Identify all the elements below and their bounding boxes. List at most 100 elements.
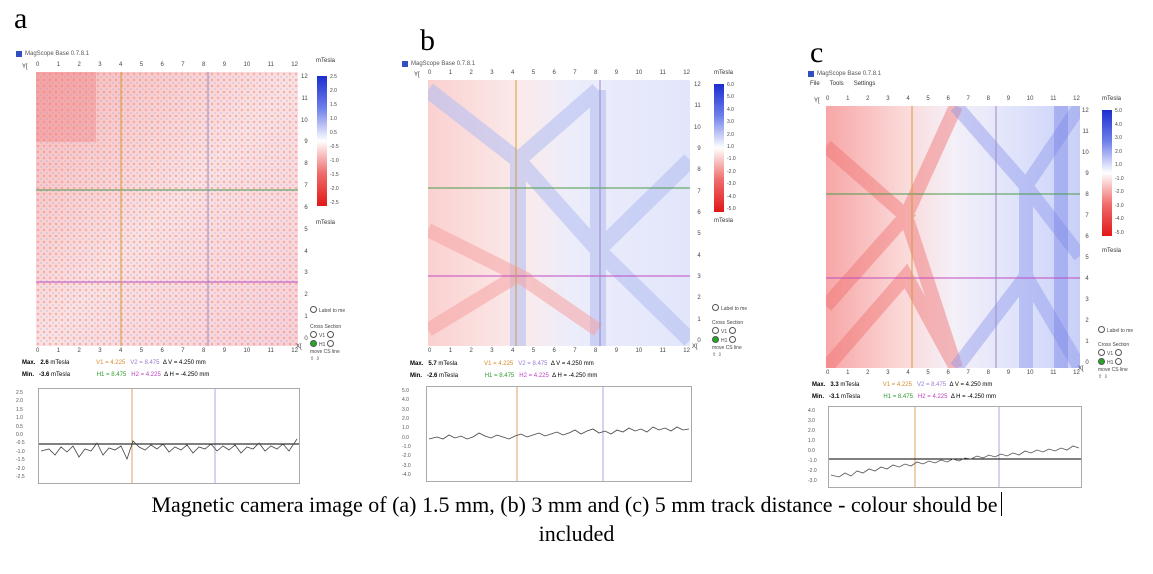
tick: 3 (98, 348, 102, 354)
tick: 2 (304, 292, 308, 299)
tick: 3 (886, 370, 890, 376)
min-value: -2.6 (427, 373, 438, 379)
magnetic-field-map[interactable] (428, 80, 690, 346)
tick: 4 (119, 62, 123, 68)
radio-v1[interactable] (310, 331, 317, 338)
min-value: -3.6 (39, 372, 50, 378)
max-value: 3.3 (830, 382, 839, 388)
magnetic-field-map[interactable] (36, 72, 298, 346)
tick: 9 (1006, 370, 1011, 376)
tick: 6 (160, 62, 164, 68)
max-unit: mTesla (438, 361, 458, 367)
tick: 4 (1085, 276, 1089, 282)
radio-h1[interactable] (712, 336, 719, 343)
tick: 4 (304, 248, 308, 255)
cb-value: 2.0 (727, 131, 734, 138)
tick: 6 (946, 370, 950, 376)
figure-caption: Magnetic camera image of (a) 1.5 mm, (b)… (0, 490, 1153, 548)
radio-v1[interactable] (1098, 349, 1105, 356)
tick: 1 (448, 348, 453, 354)
tick: 12 (1073, 96, 1080, 102)
label-to-me[interactable]: Label to me (712, 304, 747, 313)
tick: 3 (490, 348, 494, 354)
dv-unit: mm (195, 360, 206, 366)
cb-value: -5.0 (727, 205, 736, 212)
app-icon (16, 51, 22, 57)
tick: 8 (594, 348, 598, 354)
tick: 6 (946, 96, 950, 102)
top-ticks: 0 1 2 3 4 5 6 7 8 9 10 11 12 (36, 62, 298, 68)
cb-value: 1.5 (330, 102, 337, 108)
label-checkbox[interactable] (310, 306, 317, 313)
radio-h1-label: H1 (319, 342, 326, 348)
radio-h2[interactable] (326, 340, 334, 347)
radio-h2[interactable] (1114, 358, 1122, 365)
menu-tools[interactable]: Tools (829, 81, 844, 87)
radio-h1[interactable] (1098, 358, 1105, 365)
label-checkbox[interactable] (1098, 326, 1105, 333)
tick: 5 (926, 370, 930, 376)
cross-section-profile[interactable] (426, 386, 692, 482)
v2-value: V2 = 8.475 (518, 361, 548, 367)
tick: 11 (267, 62, 274, 68)
label-checkbox[interactable] (712, 304, 719, 311)
profile-tick: 1.5 (16, 406, 23, 413)
dh-value: Δ H = -4.250 mm (164, 372, 210, 378)
app-title: MagScope Base 0.7.8.1 (25, 51, 90, 57)
cross-section-profile[interactable] (38, 388, 300, 484)
min-unit: mTesla (51, 372, 71, 378)
radio-h2[interactable] (728, 336, 736, 343)
move-cs-arrows-icon[interactable]: ⇧ ⇩ (310, 356, 320, 362)
radio-v1[interactable] (712, 327, 719, 334)
cb-value: 5.0 (1115, 108, 1122, 114)
bottom-ticks: 0 1 2 3 4 5 6 7 8 9 10 11 12 (826, 370, 1080, 376)
v2-value: V2 = 8.475 (916, 382, 947, 388)
tick: 7 (181, 348, 185, 354)
tick: 11 (1082, 129, 1089, 135)
profile-tick: 2.0 (808, 428, 815, 434)
tick: 0 (826, 370, 830, 376)
radio-v2[interactable] (1114, 349, 1122, 356)
radio-h1[interactable] (310, 340, 317, 347)
move-cs-arrows-icon[interactable]: ⇧ ⇩ (1098, 374, 1108, 380)
profile-tick: -1.5 (16, 457, 25, 464)
tick: 6 (1085, 234, 1089, 240)
max-unit: mTesla (840, 382, 860, 388)
tick: 8 (697, 167, 701, 174)
tick: 9 (1006, 96, 1011, 102)
tick: 5 (926, 96, 930, 102)
tick: 7 (966, 96, 970, 102)
dv-value: Δ V = 4.250 (949, 382, 981, 388)
profile-tick: 1.0 (808, 438, 815, 444)
label-to-me[interactable]: Label to me (1098, 326, 1133, 335)
tick: 5 (304, 226, 308, 233)
cross-section-profile[interactable] (828, 406, 1082, 488)
menu-settings[interactable]: Settings (853, 81, 876, 87)
cb-value: 3.0 (727, 119, 734, 126)
profile-tick: 2.0 (402, 415, 409, 422)
cb-value: -4.0 (1115, 216, 1124, 223)
cb-value: 2.0 (330, 88, 337, 94)
tick: 7 (573, 70, 577, 76)
radio-v2[interactable] (728, 327, 736, 334)
tick: 10 (243, 348, 251, 354)
profile-ticks: 2.5 2.0 1.5 1.0 0.5 0.0 -0.5 -1.0 -1.5 -2.0 -2.5 (16, 390, 25, 480)
x-axis-label: X[ (296, 344, 302, 350)
right-ticks: 12 11 10 9 8 7 6 5 4 3 2 1 0 (301, 74, 308, 342)
dv-value: Δ V = 4.250 (550, 361, 583, 367)
tick: 6 (160, 348, 164, 354)
cb-value: -1.5 (330, 172, 339, 178)
profile-tick: 0.0 (808, 448, 815, 454)
tick: 7 (304, 183, 308, 190)
magnetic-field-map[interactable] (826, 106, 1080, 368)
label-to-me[interactable]: Label to me (310, 306, 345, 315)
tick: 10 (635, 70, 643, 76)
radio-v2[interactable] (326, 331, 334, 338)
min-label: Min. (812, 394, 824, 400)
cb-value: 2.5 (330, 74, 337, 80)
menu-file[interactable]: File (810, 81, 820, 87)
tick: 9 (697, 145, 701, 152)
move-cs-label: move CS line (1098, 367, 1128, 373)
tick: 3 (98, 62, 102, 68)
move-cs-arrows-icon[interactable]: ⇧ ⇩ (712, 352, 722, 358)
